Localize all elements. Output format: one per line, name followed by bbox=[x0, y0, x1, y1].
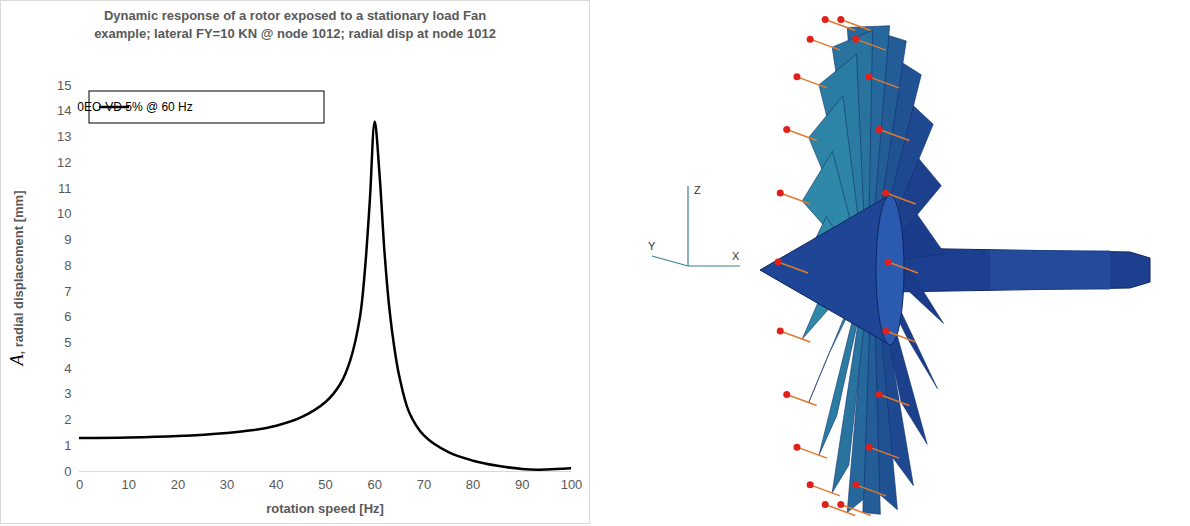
svg-text:rotation speed [Hz]: rotation speed [Hz] bbox=[266, 501, 384, 516]
svg-text:20: 20 bbox=[171, 477, 185, 492]
svg-text:0: 0 bbox=[76, 477, 83, 492]
svg-text:0EO-VD 5% @ 60 Hz: 0EO-VD 5% @ 60 Hz bbox=[77, 100, 193, 114]
svg-text:14: 14 bbox=[57, 103, 71, 118]
svg-text:0: 0 bbox=[64, 464, 71, 479]
svg-text:3: 3 bbox=[64, 386, 71, 401]
svg-text:Y: Y bbox=[648, 240, 656, 252]
svg-text:50: 50 bbox=[318, 477, 332, 492]
svg-text:2: 2 bbox=[64, 412, 71, 427]
svg-text:5: 5 bbox=[64, 335, 71, 350]
svg-text:4: 4 bbox=[64, 361, 71, 376]
svg-text:90: 90 bbox=[515, 477, 529, 492]
html-text:Dynamic response of a rotor ex: Dynamic response of a rotor exposed to a… bbox=[94, 8, 496, 41]
svg-text:30: 30 bbox=[220, 477, 234, 492]
svg-text:60: 60 bbox=[367, 477, 381, 492]
svg-text:9: 9 bbox=[64, 232, 71, 247]
svg-text:10: 10 bbox=[57, 206, 71, 221]
svg-text:7: 7 bbox=[64, 284, 71, 299]
svg-text:X: X bbox=[732, 250, 740, 262]
svg-text:A, radial displacement [mm]: A, radial displacement [mm] bbox=[7, 191, 27, 367]
svg-text:13: 13 bbox=[57, 129, 71, 144]
svg-text:8: 8 bbox=[64, 258, 71, 273]
svg-text:11: 11 bbox=[58, 181, 72, 196]
svg-text:6: 6 bbox=[64, 309, 71, 324]
svg-text:100: 100 bbox=[561, 477, 583, 492]
svg-text:1: 1 bbox=[64, 438, 71, 453]
svg-text:15: 15 bbox=[57, 78, 71, 93]
svg-text:80: 80 bbox=[466, 477, 480, 492]
svg-text:70: 70 bbox=[417, 477, 431, 492]
svg-text:12: 12 bbox=[57, 155, 71, 170]
svg-text:40: 40 bbox=[269, 477, 283, 492]
svg-text:10: 10 bbox=[121, 477, 135, 492]
svg-text:Z: Z bbox=[694, 184, 701, 196]
